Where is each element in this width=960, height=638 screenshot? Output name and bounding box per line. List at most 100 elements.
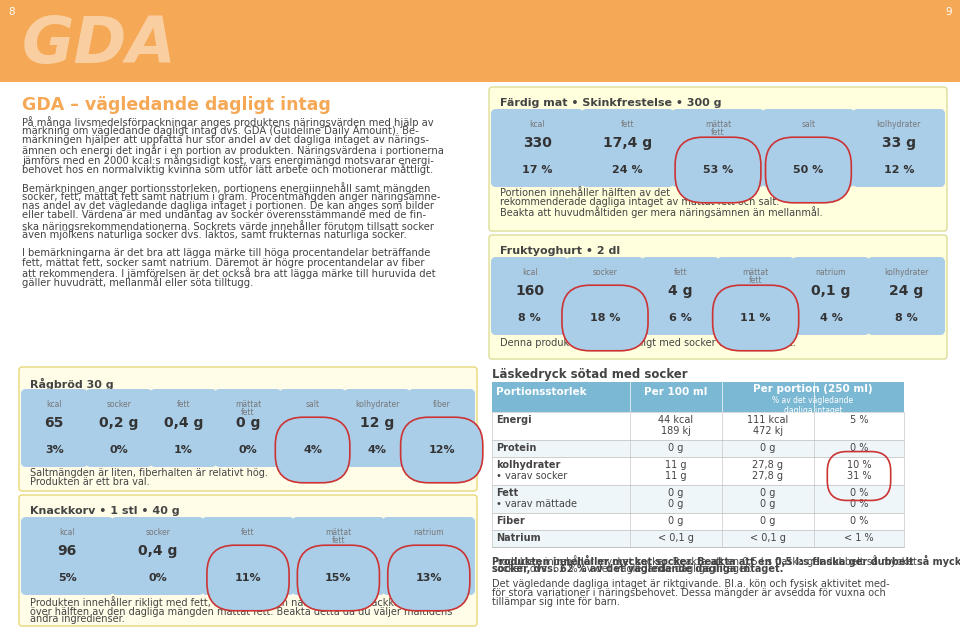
Text: 8 g: 8 g <box>236 544 260 558</box>
Text: 0 g: 0 g <box>668 516 684 526</box>
Text: 0,3 g: 0,3 g <box>409 544 448 558</box>
Text: för stora variationer i näringsbehovet. Dessa mängder är avsedda för vuxna och: för stora variationer i näringsbehovet. … <box>492 588 886 598</box>
Text: Energi: Energi <box>496 415 532 425</box>
Text: I bemärkningarna är det bra att lägga märke till höga procentandelar beträffande: I bemärkningarna är det bra att lägga mä… <box>22 248 430 258</box>
Text: 0,2 g: 0,2 g <box>293 416 332 430</box>
Text: 3 g: 3 g <box>429 416 454 430</box>
Text: 0,1 g: 0,1 g <box>811 284 851 298</box>
Text: 4 %: 4 % <box>820 313 843 323</box>
Text: mättat: mättat <box>705 120 732 129</box>
Text: 1%: 1% <box>174 445 193 455</box>
Text: < 1 %: < 1 % <box>844 533 874 543</box>
Text: Knackkorv • 1 stl • 40 g: Knackkorv • 1 stl • 40 g <box>30 506 180 516</box>
FancyBboxPatch shape <box>641 257 719 335</box>
Text: Portionen innehåller hälften av det: Portionen innehåller hälften av det <box>500 188 670 198</box>
Text: fett, mättat fett, socker samt natrium. Däremot är högre procentandelar av fiber: fett, mättat fett, socker samt natrium. … <box>22 258 424 267</box>
Text: 27,8 g: 27,8 g <box>753 471 783 481</box>
Bar <box>492 440 904 457</box>
Text: Produkten innehåller mycket socker. Beakta att en 0,5 l:s flaska ger dubbelt så : Produkten innehåller mycket socker. Beak… <box>492 555 960 567</box>
Text: På många livsmedelsförpackningar anges produktens näringsvärden med hjälp av: På många livsmedelsförpackningar anges p… <box>22 116 434 128</box>
FancyBboxPatch shape <box>566 257 643 335</box>
Text: socker, dvs. 62 % av det vägledande dagliga intaget.: socker, dvs. 62 % av det vägledande dagl… <box>492 564 783 574</box>
Text: GDA: GDA <box>22 14 177 76</box>
Text: 33 g: 33 g <box>882 136 916 150</box>
Text: 65: 65 <box>44 416 64 430</box>
Text: 11%: 11% <box>234 573 261 583</box>
Text: mättat: mättat <box>742 268 769 277</box>
FancyBboxPatch shape <box>717 257 794 335</box>
Text: fett: fett <box>331 536 346 545</box>
FancyBboxPatch shape <box>491 257 568 335</box>
Text: socker, dvs. 62 % av det vägledande dagliga intaget.: socker, dvs. 62 % av det vägledande dagl… <box>492 564 752 574</box>
Bar <box>492 382 904 412</box>
Text: 4%: 4% <box>368 445 387 455</box>
Text: Produkten innehåller mycket socker. Beakta att en 0,5 l:s flaska ger dubbelt så : Produkten innehåller mycket socker. Beak… <box>492 555 917 567</box>
Text: nas andel av det vägledande dagliga intaget i portionen. De kan anges som bilder: nas andel av det vägledande dagliga inta… <box>22 201 434 211</box>
FancyBboxPatch shape <box>21 389 87 467</box>
FancyBboxPatch shape <box>150 389 217 467</box>
Text: 9: 9 <box>946 7 952 17</box>
Text: Natrium: Natrium <box>496 533 540 543</box>
Text: 3 g: 3 g <box>796 136 821 150</box>
Text: 0 %: 0 % <box>850 488 868 498</box>
Text: 2,2 g: 2,2 g <box>736 284 776 298</box>
FancyBboxPatch shape <box>21 517 113 595</box>
Text: 8 %: 8 % <box>895 313 918 323</box>
Text: kcal: kcal <box>46 400 62 409</box>
Text: 12%: 12% <box>428 445 455 455</box>
FancyBboxPatch shape <box>292 517 385 595</box>
Text: Läskedryck sötad med socker: Läskedryck sötad med socker <box>492 368 687 381</box>
Bar <box>492 412 904 440</box>
Text: 0 g: 0 g <box>760 488 776 498</box>
FancyBboxPatch shape <box>489 87 947 231</box>
FancyBboxPatch shape <box>762 109 854 187</box>
Text: 44 kcal: 44 kcal <box>659 415 693 425</box>
Text: 4 g: 4 g <box>668 284 692 298</box>
FancyBboxPatch shape <box>408 389 475 467</box>
Text: fett: fett <box>749 276 762 285</box>
Text: 11 g: 11 g <box>665 471 686 481</box>
Text: 0 %: 0 % <box>850 499 868 509</box>
Text: Per portion (250 ml): Per portion (250 ml) <box>754 384 873 394</box>
FancyBboxPatch shape <box>344 389 411 467</box>
FancyBboxPatch shape <box>489 235 947 359</box>
Text: 53 %: 53 % <box>703 165 733 175</box>
Text: Det vägledande dagliga intaget är riktgivande. Bl.a. kön och fysisk aktivitet me: Det vägledande dagliga intaget är riktgi… <box>492 579 890 589</box>
Text: 0,4 g: 0,4 g <box>164 416 204 430</box>
Text: 12 g: 12 g <box>360 416 395 430</box>
Text: över hälften av den dagliga mängden mättat fett. Beakta detta då du väljer målti: över hälften av den dagliga mängden mätt… <box>30 605 452 617</box>
Text: Saltmängden är liten, fiberhalten är relativt hög.: Saltmängden är liten, fiberhalten är rel… <box>30 468 268 478</box>
Text: kolhydrater: kolhydrater <box>884 268 928 277</box>
Bar <box>492 513 904 530</box>
Text: 13%: 13% <box>416 573 442 583</box>
Text: • varav socker: • varav socker <box>496 471 567 481</box>
Text: salt: salt <box>802 120 815 129</box>
Text: socker: socker <box>107 400 132 409</box>
Text: ämnen och energi det ingår i en portion av produkten. Näringsvärdena i portioner: ämnen och energi det ingår i en portion … <box>22 144 444 156</box>
FancyBboxPatch shape <box>19 495 477 626</box>
Text: 17 %: 17 % <box>522 165 552 175</box>
FancyBboxPatch shape <box>491 109 584 187</box>
Text: 11 %: 11 % <box>740 313 771 323</box>
Text: Beakta att huvudmåltiden ger mera näringsämnen än mellanmål.: Beakta att huvudmåltiden ger mera näring… <box>500 206 823 218</box>
Text: 0 g: 0 g <box>760 499 776 509</box>
Text: kcal: kcal <box>529 120 545 129</box>
Text: 15%: 15% <box>325 573 351 583</box>
Text: fett: fett <box>674 268 687 277</box>
Text: andra ingredienser.: andra ingredienser. <box>30 614 125 624</box>
Text: 0%: 0% <box>148 573 167 583</box>
FancyBboxPatch shape <box>582 109 674 187</box>
Text: Protein: Protein <box>496 443 537 453</box>
Text: % av det vägledande
dagliga intaget: % av det vägledande dagliga intaget <box>773 396 853 415</box>
Text: 189 kj: 189 kj <box>661 426 691 436</box>
Text: 0%: 0% <box>239 445 257 455</box>
Text: 5 %: 5 % <box>850 415 868 425</box>
Text: 6 %: 6 % <box>669 313 692 323</box>
FancyBboxPatch shape <box>383 517 475 595</box>
Text: 0 g: 0 g <box>668 443 684 453</box>
FancyBboxPatch shape <box>111 517 204 595</box>
Text: 0%: 0% <box>109 445 129 455</box>
Text: att rekommendera. I jämförelsen är det också bra att lägga märke till huruvida d: att rekommendera. I jämförelsen är det o… <box>22 267 436 279</box>
FancyBboxPatch shape <box>85 389 152 467</box>
Text: märkningen hjälper att uppfatta hur stor andel av det dagliga intaget av närings: märkningen hjälper att uppfatta hur stor… <box>22 135 429 145</box>
